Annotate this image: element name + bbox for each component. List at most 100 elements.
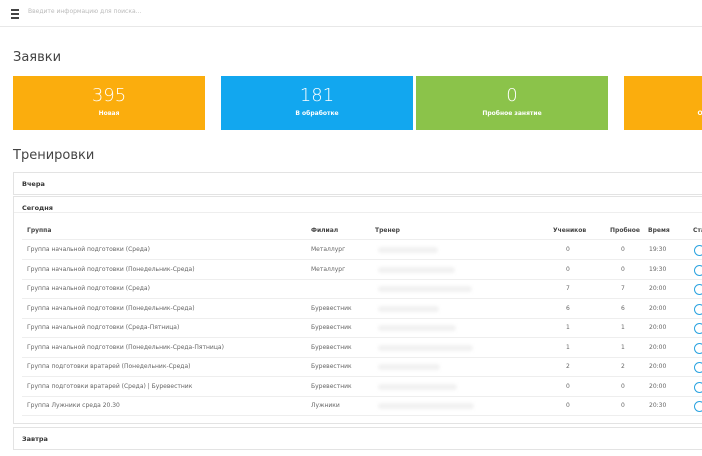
- column-header: Тренер: [375, 227, 400, 234]
- table-cell: Буревестник: [311, 324, 352, 331]
- table-cell: 1: [566, 344, 570, 351]
- status-button[interactable]: [694, 343, 702, 354]
- card-value: 181: [221, 85, 413, 107]
- divider: [14, 212, 702, 213]
- table-cell: 0: [621, 383, 625, 390]
- divider: [22, 279, 702, 280]
- stat-card[interactable]: 395 Новая: [13, 76, 205, 130]
- trainer-hidden: [378, 286, 472, 292]
- trainer-hidden: [378, 364, 440, 370]
- table-cell: Группа начальной подготовки (Понедельник…: [27, 266, 195, 273]
- card-value: 0: [416, 85, 608, 107]
- status-button[interactable]: [694, 401, 702, 412]
- status-button[interactable]: [694, 304, 702, 315]
- card-body: Отложенные: [624, 85, 702, 117]
- accordion-title[interactable]: Сегодня: [22, 204, 53, 212]
- card-value: [624, 85, 702, 107]
- top-bar: Введите информацию для поиска...: [0, 0, 702, 27]
- table-cell: 6: [621, 305, 625, 312]
- table-cell: 1: [621, 324, 625, 331]
- table-cell: 20:00: [649, 324, 666, 331]
- table-cell: 0: [566, 383, 570, 390]
- table-cell: 0: [566, 402, 570, 409]
- table-cell: 2: [566, 363, 570, 370]
- table-cell: 2: [621, 363, 625, 370]
- table-cell: Группа начальной подготовки (Понедельник…: [27, 305, 195, 312]
- trainer-hidden: [378, 325, 456, 331]
- table-cell: Группа начальной подготовки (Понедельник…: [27, 344, 224, 351]
- divider: [22, 337, 702, 338]
- table-cell: Металлург: [311, 266, 345, 273]
- table-cell: Буревестник: [311, 344, 352, 351]
- divider: [22, 318, 702, 319]
- status-button[interactable]: [694, 382, 702, 393]
- card-body: 395 Новая: [13, 85, 205, 117]
- card-value: 395: [13, 85, 205, 107]
- column-header: Учеников: [553, 227, 586, 234]
- table-cell: 0: [566, 246, 570, 253]
- section-title: Тренировки: [13, 148, 94, 163]
- table-cell: 0: [621, 402, 625, 409]
- column-header: Филиал: [311, 227, 338, 234]
- table-cell: 20:00: [649, 344, 666, 351]
- table-cell: 19:30: [649, 246, 666, 253]
- table-cell: 1: [566, 324, 570, 331]
- divider: [22, 298, 702, 299]
- table-cell: Буревестник: [311, 305, 352, 312]
- status-button[interactable]: [694, 284, 702, 295]
- accordion-header[interactable]: Завтра: [13, 427, 702, 450]
- table-cell: Группа начальной подготовки (Среда): [27, 285, 150, 292]
- column-header: Группа: [27, 227, 51, 234]
- table-cell: 19:30: [649, 266, 666, 273]
- table-cell: Группа начальной подготовки (Среда-Пятни…: [27, 324, 179, 331]
- divider: [22, 376, 702, 377]
- table-cell: 0: [621, 246, 625, 253]
- stat-card[interactable]: 0 Пробное занятие: [416, 76, 608, 130]
- divider: [22, 357, 702, 358]
- table-cell: 20:30: [649, 402, 666, 409]
- trainer-hidden: [378, 306, 439, 312]
- menu-button[interactable]: [11, 9, 19, 19]
- table-cell: Буревестник: [311, 363, 352, 370]
- card-label: Новая: [13, 110, 205, 117]
- table-cell: Группа Лужники среда 20.30: [27, 402, 120, 409]
- accordion-title: Вчера: [22, 180, 45, 188]
- table-cell: Группа начальной подготовки (Среда): [27, 246, 150, 253]
- status-button[interactable]: [694, 245, 702, 256]
- table-cell: 20:00: [649, 363, 666, 370]
- card-body: 0 Пробное занятие: [416, 85, 608, 117]
- divider: [22, 259, 702, 260]
- table-cell: Буревестник: [311, 383, 352, 390]
- stat-card[interactable]: 181 В обработке: [221, 76, 413, 130]
- card-label: В обработке: [221, 110, 413, 117]
- trainer-hidden: [378, 267, 455, 273]
- table-cell: 20:00: [649, 383, 666, 390]
- status-button[interactable]: [694, 362, 702, 373]
- card-label: Пробное занятие: [416, 110, 608, 117]
- table-cell: 6: [566, 305, 570, 312]
- table-cell: Лужники: [311, 402, 340, 409]
- table-cell: 1: [621, 344, 625, 351]
- card-body: 181 В обработке: [221, 85, 413, 117]
- table-cell: 0: [566, 266, 570, 273]
- trainer-hidden: [378, 403, 474, 409]
- divider: [22, 239, 702, 240]
- accordion-header[interactable]: Вчера: [13, 172, 702, 195]
- table-cell: 7: [566, 285, 570, 292]
- table-cell: Металлург: [311, 246, 345, 253]
- trainer-hidden: [378, 384, 457, 390]
- trainer-hidden: [378, 345, 473, 351]
- table-cell: 20:00: [649, 305, 666, 312]
- column-header: Пробное: [610, 227, 640, 234]
- search-input[interactable]: Введите информацию для поиска...: [28, 8, 141, 15]
- stat-card[interactable]: Отложенные: [624, 76, 702, 130]
- column-header: Статус: [693, 227, 702, 234]
- accordion-title[interactable]: Завтра: [22, 435, 48, 443]
- column-header: Время: [648, 227, 670, 234]
- divider: [22, 396, 702, 397]
- status-button[interactable]: [694, 265, 702, 276]
- status-button[interactable]: [694, 323, 702, 334]
- table-cell: 0: [621, 266, 625, 273]
- divider: [22, 415, 702, 416]
